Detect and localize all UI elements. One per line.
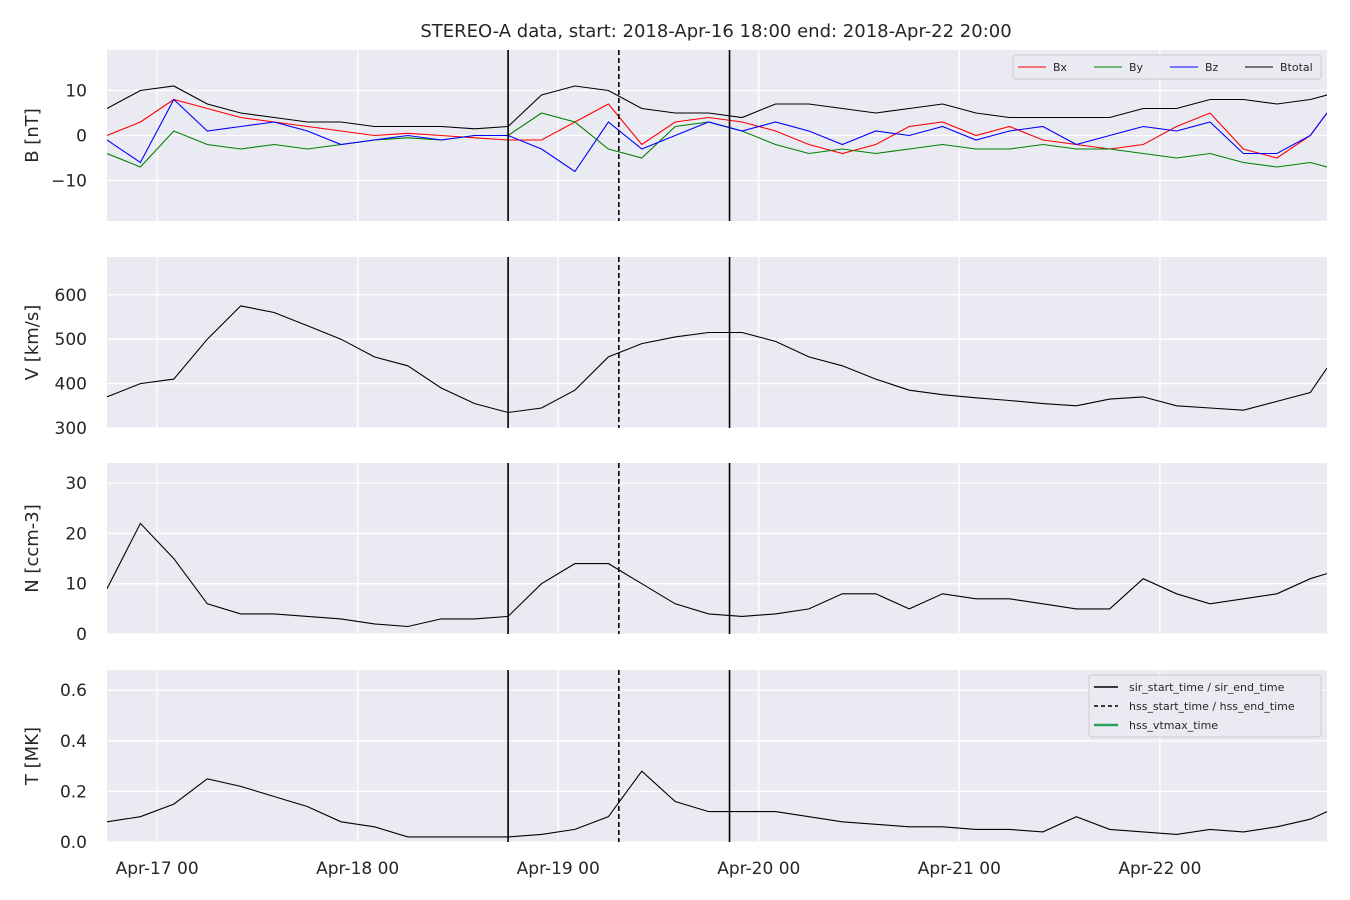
legend-label-vtmax: hss_vtmax_time <box>1129 719 1218 732</box>
legend-event-times: sir_start_time / sir_end_time hss_start_… <box>1088 674 1322 738</box>
y-tick-label: 10 <box>65 575 87 595</box>
y-tick-label: 30 <box>65 474 87 494</box>
x-tick-label: Apr-19 00 <box>517 859 600 879</box>
y-axis-label: V [km/s] <box>22 305 43 380</box>
x-tick-label: Apr-18 00 <box>316 859 399 879</box>
y-tick-label: 0 <box>76 127 87 147</box>
legend-label-by: By <box>1129 61 1144 74</box>
y-tick-label: 400 <box>55 375 87 395</box>
panel-background <box>107 257 1327 428</box>
y-tick-label: −10 <box>51 172 87 192</box>
y-tick-label: 0 <box>76 625 87 645</box>
legend-label-bz: Bz <box>1205 61 1219 74</box>
y-tick-label: 0.0 <box>60 833 87 853</box>
series-line-bx <box>107 98 1327 159</box>
legend-box <box>1088 674 1322 738</box>
y-axis-label: B [nT] <box>22 108 43 163</box>
panel-background <box>107 463 1327 634</box>
y-axis-label: T [MK] <box>22 727 43 786</box>
panel-velocity: 300 400 500 600 V [km/s] <box>22 257 1327 439</box>
legend-label-sir: sir_start_time / sir_end_time <box>1129 681 1285 694</box>
y-tick-label: 600 <box>55 286 87 306</box>
series-line-bz <box>107 98 1327 173</box>
y-tick-label: 300 <box>55 419 87 439</box>
x-tick-label: Apr-17 00 <box>116 859 199 879</box>
legend-label-hss: hss_start_time / hss_end_time <box>1129 700 1295 713</box>
series-line-btotal <box>107 85 1327 130</box>
legend-label-btotal: Btotal <box>1280 61 1313 74</box>
legend-magnetic-field: Bx By Bz Btotal <box>1012 54 1322 80</box>
series-line-temperature <box>107 770 1327 838</box>
x-tick-label: Apr-22 00 <box>1118 859 1201 879</box>
y-tick-label: 10 <box>65 82 87 102</box>
y-axis-label: N [ccm-3] <box>22 504 43 593</box>
y-tick-label: 20 <box>65 524 87 544</box>
y-tick-label: 500 <box>55 330 87 350</box>
series-line-velocity <box>107 305 1327 414</box>
legend-label-bx: Bx <box>1053 61 1068 74</box>
y-tick-label: 0.4 <box>60 732 87 752</box>
x-tick-label: Apr-20 00 <box>717 859 800 879</box>
panel-density: 0 10 20 30 N [ccm-3] <box>22 463 1327 645</box>
legend-box <box>1012 54 1322 80</box>
x-tick-labels: Apr-17 00 Apr-18 00 Apr-19 00 Apr-20 00 Apr-… <box>116 859 1202 879</box>
chart-title: STEREO-A data, start: 2018-Apr-16 18:00 … <box>420 21 1011 42</box>
y-tick-label: 0.2 <box>60 782 87 802</box>
x-tick-label: Apr-21 00 <box>918 859 1001 879</box>
y-tick-label: 0.6 <box>60 681 87 701</box>
series-line-density <box>107 522 1327 628</box>
